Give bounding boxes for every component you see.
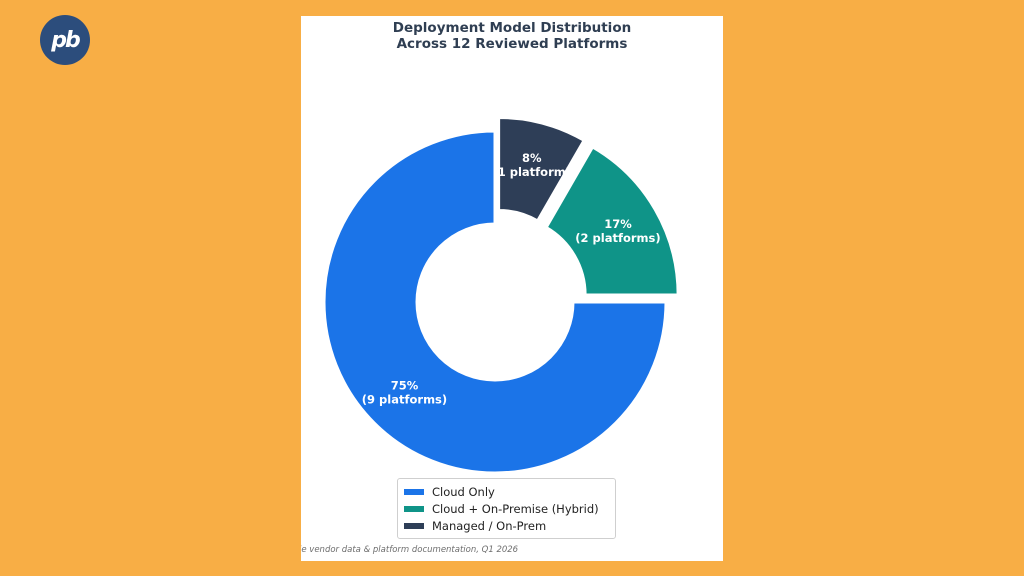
chart-title-line-1: Deployment Model Distribution bbox=[392, 20, 632, 36]
donut-slice bbox=[322, 129, 668, 475]
source-note: le vendor data & platform documentation,… bbox=[301, 545, 519, 555]
slice-count-label: (9 platforms) bbox=[362, 393, 447, 407]
chart-title-line-2: Across 12 Reviewed Platforms bbox=[396, 36, 628, 52]
brand-logo: pb bbox=[40, 15, 90, 65]
donut-slice bbox=[497, 115, 587, 223]
slice-count-label: (1 platform) bbox=[492, 165, 571, 179]
slice-percent-label: 8% bbox=[522, 151, 542, 165]
chart-legend: Cloud Only Cloud + On-Premise (Hybrid) M… bbox=[397, 478, 616, 539]
legend-item-managed: Managed / On-Prem bbox=[404, 517, 609, 534]
slice-percent-label: 17% bbox=[604, 217, 632, 231]
legend-swatch bbox=[404, 505, 424, 512]
legend-item-cloud-only: Cloud Only bbox=[404, 483, 609, 500]
legend-label: Managed / On-Prem bbox=[432, 518, 547, 533]
brand-logo-text: pb bbox=[51, 27, 80, 53]
chart-card: Deployment Model Distribution Across 12 … bbox=[301, 16, 723, 561]
legend-label: Cloud + On-Premise (Hybrid) bbox=[432, 501, 599, 516]
slice-count-label: (2 platforms) bbox=[575, 231, 660, 245]
donut-chart: 75%(9 platforms) 17%(2 platforms) 8%(1 pla… bbox=[322, 115, 680, 475]
legend-swatch bbox=[404, 522, 424, 529]
legend-label: Cloud Only bbox=[432, 484, 495, 499]
chart-title: Deployment Model Distribution Across 12 … bbox=[301, 20, 723, 52]
donut-slice bbox=[544, 144, 680, 297]
legend-swatch bbox=[404, 488, 424, 495]
legend-item-hybrid: Cloud + On-Premise (Hybrid) bbox=[404, 500, 609, 517]
slice-percent-label: 75% bbox=[391, 379, 419, 393]
